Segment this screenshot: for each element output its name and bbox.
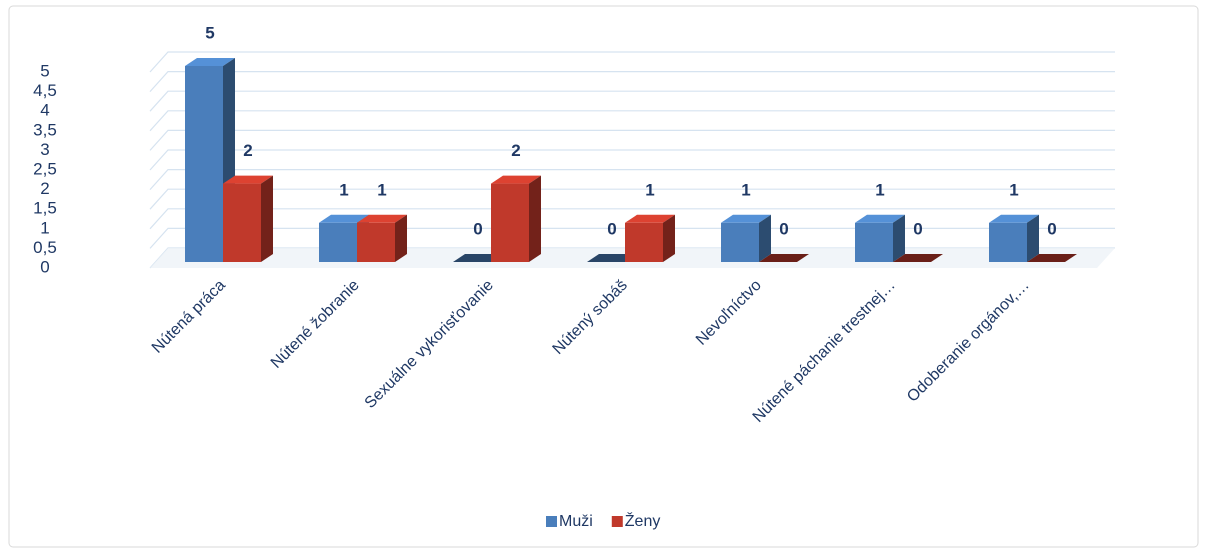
bar xyxy=(491,183,529,262)
bar-top xyxy=(893,254,943,262)
value-label: 2 xyxy=(511,141,520,160)
grid-line xyxy=(149,169,1115,191)
y-tick-label: 5 xyxy=(40,61,49,80)
y-tick-label: 3,5 xyxy=(33,120,57,139)
bar-group xyxy=(989,214,1039,262)
bar-group xyxy=(453,254,503,262)
y-tick-label: 1 xyxy=(40,218,49,237)
bar-top xyxy=(185,58,235,66)
grid-line xyxy=(149,110,1115,132)
value-label: 2 xyxy=(243,141,252,160)
bar-group xyxy=(223,175,273,262)
bar xyxy=(319,222,357,262)
bar-side xyxy=(261,175,273,262)
bar-top xyxy=(759,254,809,262)
y-tick-label: 0,5 xyxy=(33,238,57,257)
bar-top xyxy=(587,254,637,262)
bar-top xyxy=(855,214,905,223)
bar xyxy=(989,222,1027,262)
bar-group xyxy=(759,254,809,262)
bar xyxy=(625,222,663,262)
bar-top xyxy=(721,214,771,223)
bar-group xyxy=(1027,254,1077,262)
bar-top xyxy=(491,175,541,184)
bar xyxy=(223,183,261,262)
y-tick-label: 4 xyxy=(40,101,49,120)
grid-line xyxy=(149,208,1115,230)
bar-top xyxy=(357,214,407,223)
grid-line xyxy=(149,51,1115,73)
legend-swatch xyxy=(611,516,623,527)
value-label: 1 xyxy=(645,180,654,199)
value-label: 5 xyxy=(205,23,214,42)
chart-border xyxy=(8,5,1199,548)
value-label: 1 xyxy=(741,180,750,199)
bar-group xyxy=(357,214,407,262)
bar xyxy=(185,66,223,262)
bar-top xyxy=(625,214,675,223)
bar-group xyxy=(893,254,943,262)
value-label: 1 xyxy=(377,180,386,199)
grid-line xyxy=(149,71,1115,93)
bar-side xyxy=(395,214,407,262)
value-label: 0 xyxy=(1047,219,1056,238)
bar-side xyxy=(663,214,675,262)
bar-side xyxy=(759,214,771,262)
grid-line xyxy=(149,227,1115,249)
bar-group xyxy=(491,175,541,262)
y-tick-label: 3 xyxy=(40,140,49,159)
grid-line xyxy=(149,90,1115,112)
y-tick-label: 2 xyxy=(40,179,49,198)
value-label: 1 xyxy=(339,180,348,199)
grid-line xyxy=(149,129,1115,151)
value-label: 0 xyxy=(473,219,482,238)
bar-top xyxy=(1027,254,1077,262)
bar-top xyxy=(989,214,1039,223)
y-tick-label: 0 xyxy=(40,257,49,276)
value-label: 0 xyxy=(913,219,922,238)
y-tick-label: 2,5 xyxy=(33,159,57,178)
value-label: 0 xyxy=(607,219,616,238)
bar-top xyxy=(319,214,369,223)
legend-label: Ženy xyxy=(625,511,661,530)
legend-swatch xyxy=(546,516,557,527)
bar-side xyxy=(529,175,541,262)
y-tick-label: 4,5 xyxy=(33,81,57,100)
y-tick-label: 1,5 xyxy=(33,199,57,218)
bar-top xyxy=(223,175,273,184)
bar-group xyxy=(855,214,905,262)
grid-line xyxy=(149,149,1115,171)
grid-line xyxy=(149,188,1115,210)
bar-top xyxy=(453,254,503,262)
legend-label: Muži xyxy=(559,513,593,530)
bar xyxy=(721,222,759,262)
value-label: 1 xyxy=(875,180,884,199)
bar-group xyxy=(587,254,637,262)
bar-group xyxy=(721,214,771,262)
bar-group xyxy=(625,214,675,262)
value-label: 0 xyxy=(779,219,788,238)
bar xyxy=(357,222,395,262)
value-label: 1 xyxy=(1009,180,1018,199)
bar-side xyxy=(1027,214,1039,262)
bar xyxy=(855,222,893,262)
bar-group xyxy=(185,58,235,262)
bar-side xyxy=(893,214,905,262)
